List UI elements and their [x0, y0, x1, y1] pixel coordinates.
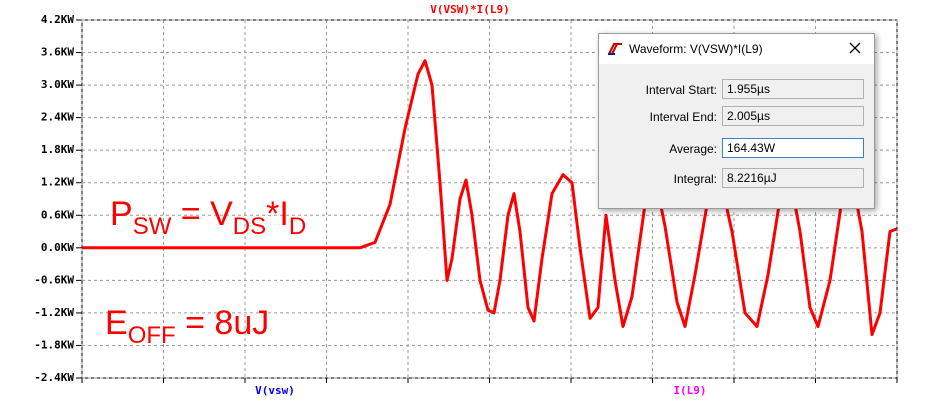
trace-line: [82, 59, 898, 337]
field-value[interactable]: 1.955µs: [722, 79, 864, 99]
y-tick-label: 0.0KW: [41, 241, 74, 254]
app-icon: [608, 43, 622, 55]
y-tick-label: -1.8KW: [34, 338, 74, 351]
dialog-row: Average: 164.43W: [599, 138, 874, 160]
field-label: Interval End:: [649, 110, 717, 124]
field-value[interactable]: 8.2216µJ: [722, 168, 864, 188]
dialog-row: Interval Start: 1.955µs: [599, 79, 874, 101]
waveform-dialog: Waveform: V(VSW)*I(L9) Interval Start: 1.…: [598, 33, 875, 209]
y-tick-label: 1.2KW: [41, 176, 74, 189]
y-tick-label: -1.2KW: [34, 306, 74, 319]
y-tick-label: 2.4KW: [41, 111, 74, 124]
annotation-part: = 8uJ: [176, 304, 270, 342]
annotation-part: DS: [233, 213, 266, 240]
y-tick-label: 1.8KW: [41, 143, 74, 156]
annotation-part: OFF: [128, 322, 176, 349]
y-tick-label: 4.2KW: [41, 13, 74, 26]
annotation-part: D: [289, 213, 306, 240]
y-tick-label: 3.6KW: [41, 46, 74, 59]
y-tick-label: -0.6KW: [34, 273, 74, 286]
chart-title: V(VSW)*I(L9): [430, 3, 509, 16]
field-value[interactable]: 2.005µs: [722, 106, 864, 126]
field-label: Average:: [669, 142, 717, 156]
y-tick-label: 0.6KW: [41, 208, 74, 221]
annotation-part: SW: [133, 213, 172, 240]
annotation-part: E: [105, 304, 128, 342]
field-value[interactable]: 164.43W: [722, 138, 864, 158]
dialog-row: Interval End: 2.005µs: [599, 106, 874, 128]
trace-label: I(L9): [673, 384, 706, 397]
trace-label: V(vsw): [255, 384, 295, 397]
dialog-title: Waveform: V(VSW)*I(L9): [629, 42, 763, 56]
dialog-title-bar: Waveform: V(VSW)*I(L9): [599, 34, 874, 64]
y-tick-label: 3.0KW: [41, 78, 74, 91]
y-tick-label: -2.4KW: [34, 371, 74, 384]
dialog-row: Integral: 8.2216µJ: [599, 168, 874, 190]
close-button[interactable]: [848, 41, 862, 55]
field-label: Interval Start:: [645, 83, 717, 97]
annotation-part: = V: [171, 195, 233, 233]
field-label: Integral:: [673, 172, 717, 186]
annotation: EOFF = 8uJ: [105, 304, 269, 349]
annotation-part: *I: [266, 195, 289, 233]
annotation-part: P: [110, 195, 133, 233]
annotation: PSW = VDS*ID: [110, 195, 306, 240]
